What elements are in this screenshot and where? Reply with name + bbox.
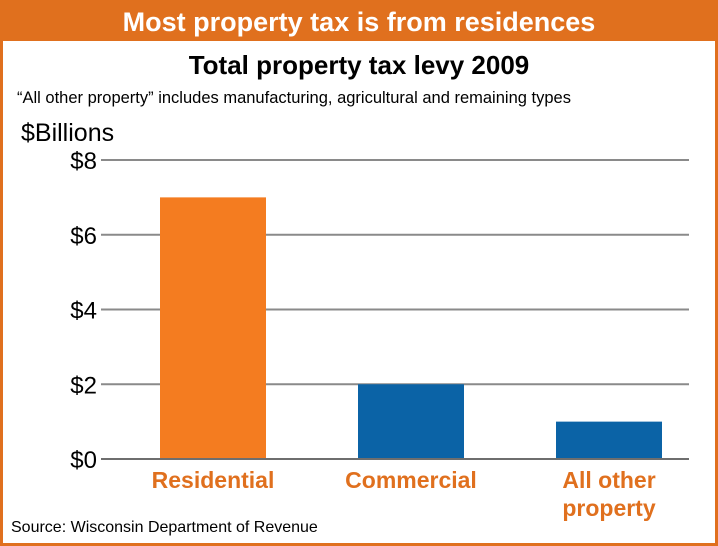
x-category-label: All other (562, 467, 655, 493)
y-tick-label: $2 (70, 372, 97, 399)
y-axis-unit-label: $Billions (21, 119, 115, 147)
bar (358, 384, 464, 459)
bar (556, 421, 662, 459)
bar-chart: $0 $2 $4 $6 $8 Residential Commercial All other… (70, 148, 689, 521)
chart-subtitle: “All other property” includes manufactur… (17, 89, 571, 107)
x-category-label: property (562, 495, 656, 521)
banner-headline: Most property tax is from residences (3, 3, 715, 41)
source-note: Source: Wisconsin Department of Revenue (11, 519, 318, 536)
x-category-label: Commercial (345, 467, 477, 493)
y-tick-label: $8 (70, 148, 97, 175)
y-tick-label: $0 (70, 447, 97, 474)
x-category-label: Residential (152, 467, 275, 493)
chart-title: Total property tax levy 2009 (188, 50, 530, 80)
y-tick-label: $6 (70, 223, 97, 250)
y-tick-label: $4 (70, 298, 97, 325)
bar (160, 197, 266, 459)
